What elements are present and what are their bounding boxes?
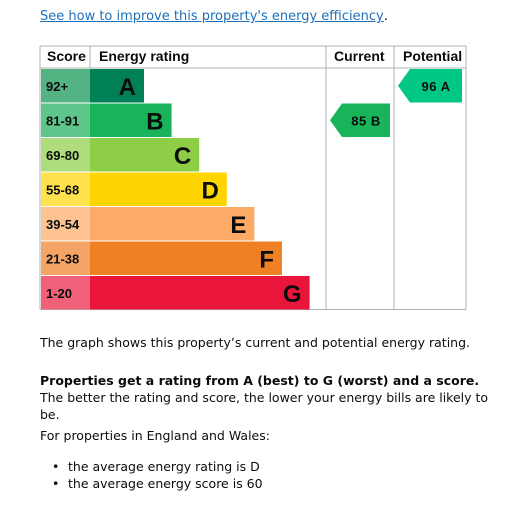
band-score-e: 39-54 xyxy=(46,217,80,232)
band-score-bg-b xyxy=(41,103,90,137)
band-letter-b: B xyxy=(146,108,163,135)
band-score-b: 81-91 xyxy=(46,113,79,128)
band-bar-f xyxy=(90,241,282,275)
bullet-icon: • xyxy=(52,476,60,491)
band-score-bg-d xyxy=(41,172,90,206)
rating-explanation-bold: Properties get a rating from A (best) to… xyxy=(40,373,480,388)
current-rating-arrow xyxy=(330,103,390,137)
band-score-bg-c xyxy=(41,138,90,172)
band-bar-b xyxy=(90,103,172,137)
header-energy-rating: Energy rating xyxy=(99,48,189,64)
rating-explanation: Properties get a rating from A (best) to… xyxy=(40,372,490,423)
band-score-d: 55-68 xyxy=(46,182,79,197)
rating-explanation-rest: The better the rating and score, the low… xyxy=(40,390,489,422)
band-bar-d xyxy=(90,172,227,206)
header-potential: Potential xyxy=(403,48,462,64)
average-score-text: the average energy score is 60 xyxy=(68,476,263,491)
band-bar-c xyxy=(90,138,200,172)
header-score: Score xyxy=(47,48,86,64)
list-item: • the average energy score is 60 xyxy=(40,475,263,492)
band-bar-a xyxy=(90,69,144,103)
rating-bands: 92+ A 81-91 B 69-80 C 55-68 D 39-54 E 21-38 F 1-20 G xyxy=(41,69,310,310)
rating-arrows: 85 B 96 A xyxy=(330,69,462,137)
energy-rating-graph: Score Energy rating Current Potential 92… xyxy=(39,45,467,310)
link-trailing-period: . xyxy=(383,9,388,24)
graph-headers: Score Energy rating Current Potential xyxy=(47,48,462,64)
bullet-icon: • xyxy=(52,459,60,474)
improve-efficiency-link[interactable]: See how to improve this property's energ… xyxy=(40,9,388,24)
list-item: • the average energy rating is D xyxy=(40,458,263,475)
band-letter-g: G xyxy=(283,281,302,308)
band-score-a: 92+ xyxy=(46,79,68,94)
header-current: Current xyxy=(334,48,385,64)
band-letter-c: C xyxy=(174,143,191,170)
band-score-bg-a xyxy=(41,69,90,103)
band-score-bg-e xyxy=(41,207,90,241)
band-score-bg-f xyxy=(41,241,90,275)
band-letter-a: A xyxy=(119,74,136,101)
improve-efficiency-link-text[interactable]: See how to improve this property's energ… xyxy=(40,9,384,24)
band-letter-f: F xyxy=(259,246,274,273)
average-rating-text: the average energy rating is D xyxy=(68,459,260,474)
band-score-c: 69-80 xyxy=(46,148,79,163)
average-list: • the average energy rating is D • the ave… xyxy=(40,458,263,492)
region-intro: For properties in England and Wales: xyxy=(40,428,270,443)
band-score-bg-g xyxy=(41,276,90,310)
band-bar-e xyxy=(90,207,255,241)
potential-rating-arrow xyxy=(398,69,462,103)
band-score-f: 21-38 xyxy=(46,251,79,266)
band-score-g: 1-20 xyxy=(46,286,72,301)
potential-rating-label: 96 A xyxy=(422,79,451,94)
band-letter-e: E xyxy=(230,212,246,239)
band-letter-d: D xyxy=(201,177,218,204)
graph-description: The graph shows this property’s current … xyxy=(40,335,470,350)
current-rating-label: 85 B xyxy=(351,113,380,128)
band-bar-g xyxy=(90,276,310,310)
